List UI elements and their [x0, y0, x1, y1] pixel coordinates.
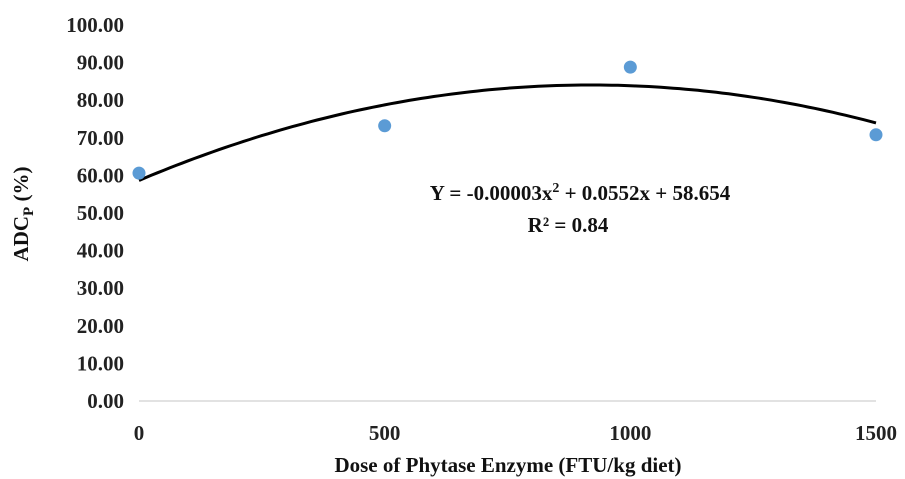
data-point: [378, 119, 392, 133]
y-tick-label: 90.00: [77, 51, 124, 75]
x-axis-ticks: 0 500 1000 1500: [134, 421, 897, 445]
data-points: [132, 60, 883, 180]
y-tick-label: 50.00: [77, 201, 124, 225]
y-tick-label: 20.00: [77, 314, 124, 338]
y-tick-label: 70.00: [77, 126, 124, 150]
x-tick-label: 1500: [855, 421, 897, 445]
data-point: [623, 60, 637, 74]
x-tick-label: 0: [134, 421, 145, 445]
y-tick-label: 30.00: [77, 276, 124, 300]
x-tick-label: 500: [369, 421, 401, 445]
y-tick-label: 40.00: [77, 239, 124, 263]
y-tick-label: 0.00: [87, 389, 124, 413]
y-tick-label: 10.00: [77, 351, 124, 375]
trendline-equation: Y = -0.00003x2 + 0.0552x + 58.654: [430, 181, 731, 205]
x-axis-title: Dose of Phytase Enzyme (FTU/kg diet): [334, 453, 681, 477]
y-axis-ticks: 0.00 10.00 20.00 30.00 40.00 50.00 60.00 70.00 8…: [66, 13, 124, 413]
data-point: [869, 128, 883, 142]
y-tick-label: 60.00: [77, 163, 124, 187]
y-tick-label: 100.00: [66, 13, 124, 37]
x-tick-label: 1000: [609, 421, 651, 445]
y-axis-title: ADCP (%): [9, 167, 37, 262]
y-tick-label: 80.00: [77, 88, 124, 112]
trendline: [138, 83, 877, 182]
data-point: [132, 166, 146, 180]
r-squared-label: R² = 0.84: [528, 213, 609, 237]
